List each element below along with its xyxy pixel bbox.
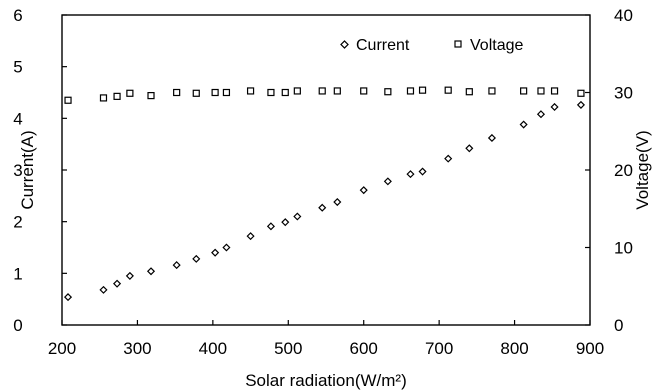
y-right-tick-label: 40 (614, 6, 633, 25)
x-tick-label: 700 (425, 339, 453, 358)
current-point (333, 197, 342, 207)
y-left-tick-label: 1 (13, 264, 22, 283)
voltage-point (173, 88, 181, 97)
voltage-point (64, 96, 72, 104)
voltage-point (418, 86, 427, 94)
voltage-point (192, 89, 200, 97)
x-tick-label: 900 (576, 339, 604, 358)
voltage-point (147, 91, 155, 100)
voltage-point (267, 88, 275, 97)
voltage-point (293, 87, 301, 95)
y-left-tick-label: 5 (13, 58, 22, 77)
voltage-point (126, 89, 134, 97)
current-point (576, 100, 585, 109)
data-points (63, 86, 585, 302)
voltage-point (318, 87, 326, 95)
y-left-tick-label: 0 (13, 316, 22, 335)
tick-labels: 200 300 400 500 600 700 800 900 0 1 2 3 4 5 6 0 10 20 30 40 (13, 6, 633, 358)
voltage-point (246, 87, 255, 95)
x-tick-label: 800 (500, 339, 528, 358)
voltage-point (281, 88, 289, 97)
current-point (172, 261, 181, 270)
voltage-point (406, 87, 415, 95)
current-point (465, 144, 474, 153)
current-point (222, 243, 231, 252)
current-point (113, 279, 122, 288)
x-tick-label: 600 (350, 339, 378, 358)
current-point (192, 254, 201, 263)
voltage-point (99, 94, 108, 102)
voltage-point (444, 86, 452, 94)
plot-area (61, 14, 591, 326)
current-point (99, 285, 108, 294)
current-point (519, 120, 528, 129)
y-left-tick-label: 4 (13, 109, 22, 128)
x-tick-label: 500 (274, 339, 302, 358)
current-point (318, 203, 327, 212)
x-tick-label: 200 (48, 339, 76, 358)
current-point (146, 267, 156, 276)
voltage-point (577, 89, 585, 97)
voltage-point (360, 87, 368, 95)
current-point (266, 222, 275, 231)
current-point (293, 212, 302, 221)
current-point (63, 293, 73, 302)
current-point (246, 232, 255, 241)
y-right-tick-label: 0 (614, 316, 623, 335)
current-point (444, 154, 453, 163)
current-point (406, 170, 415, 179)
current-point (383, 177, 392, 186)
x-tick-label: 300 (123, 339, 151, 358)
y-right-axis-label: Voltage(V) (633, 130, 652, 209)
legend-marker-voltage (454, 40, 462, 48)
y-right-tick-label: 10 (614, 239, 633, 258)
voltage-point (113, 92, 121, 100)
current-point (211, 248, 220, 257)
legend: Current Voltage (340, 37, 523, 54)
axis-ticks (61, 14, 591, 326)
y-left-tick-label: 6 (13, 6, 22, 25)
legend-marker-current (340, 40, 349, 49)
voltage-point (333, 87, 341, 95)
voltage-point (488, 87, 496, 95)
current-point (359, 186, 368, 195)
current-point (281, 218, 290, 227)
voltage-point (465, 88, 473, 96)
legend-label-current: Current (356, 37, 410, 54)
y-left-axis-label: Current(A) (18, 130, 37, 209)
y-left-tick-label: 3 (13, 161, 22, 180)
legend-label-voltage: Voltage (470, 37, 523, 54)
y-right-tick-label: 30 (614, 84, 633, 103)
voltage-point (520, 87, 528, 95)
current-point (487, 133, 496, 143)
voltage-point (550, 87, 559, 95)
voltage-point (384, 88, 392, 96)
voltage-point (222, 88, 231, 97)
current-point (418, 167, 427, 176)
current-point (125, 271, 134, 280)
current-point (536, 110, 546, 119)
x-tick-label: 400 (199, 339, 227, 358)
x-axis-label: Solar radiation(W/m²) (245, 371, 407, 390)
voltage-point (211, 88, 219, 97)
y-right-tick-label: 20 (614, 161, 633, 180)
voltage-point (537, 87, 545, 95)
y-left-tick-label: 2 (13, 213, 22, 232)
current-point (550, 102, 559, 112)
